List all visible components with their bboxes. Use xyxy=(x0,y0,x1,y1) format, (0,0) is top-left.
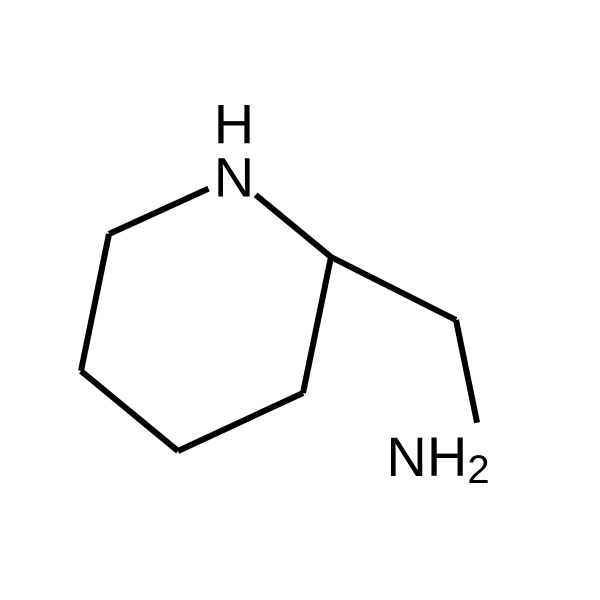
molecule-diagram: NHNH2 xyxy=(0,0,600,600)
bond xyxy=(303,257,331,393)
bond xyxy=(81,234,109,371)
bond xyxy=(331,257,456,320)
atom-labels-layer: NHNH2 xyxy=(214,93,490,493)
bond xyxy=(109,189,209,234)
bond xyxy=(81,371,178,451)
bonds-layer xyxy=(81,189,477,451)
atom-label: H xyxy=(214,93,254,156)
bond xyxy=(256,195,331,257)
atom-label-nh2: NH2 xyxy=(386,425,489,493)
bond xyxy=(456,320,477,423)
bond xyxy=(178,393,303,451)
